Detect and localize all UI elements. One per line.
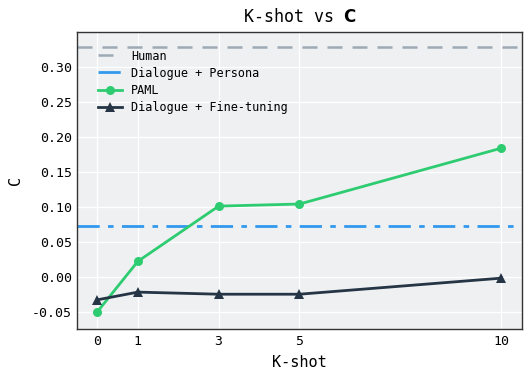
Line: PAML: PAML bbox=[93, 144, 506, 316]
Dialogue + Fine-tuning bbox=[135, 290, 141, 294]
Dialogue + Fine-tuning bbox=[296, 292, 303, 296]
Dialogue + Fine-tuning bbox=[216, 292, 222, 296]
Dialogue + Fine-tuning bbox=[498, 276, 505, 280]
PAML bbox=[94, 310, 101, 314]
Title: K-shot vs $\mathbf{C}$: K-shot vs $\mathbf{C}$ bbox=[243, 8, 356, 26]
Human bbox=[135, 45, 141, 50]
Dialogue + Persona bbox=[135, 224, 141, 229]
PAML bbox=[498, 146, 505, 150]
Legend: Human, Dialogue + Persona, PAML, Dialogue + Fine-tuning: Human, Dialogue + Persona, PAML, Dialogu… bbox=[92, 44, 294, 120]
Human bbox=[94, 45, 101, 50]
Dialogue + Persona bbox=[94, 224, 101, 229]
Y-axis label: C: C bbox=[8, 176, 23, 185]
X-axis label: K-shot: K-shot bbox=[272, 355, 327, 370]
Dialogue + Fine-tuning bbox=[94, 297, 101, 302]
PAML bbox=[216, 204, 222, 208]
PAML bbox=[135, 259, 141, 263]
PAML bbox=[296, 202, 303, 206]
Line: Dialogue + Fine-tuning: Dialogue + Fine-tuning bbox=[93, 274, 506, 304]
